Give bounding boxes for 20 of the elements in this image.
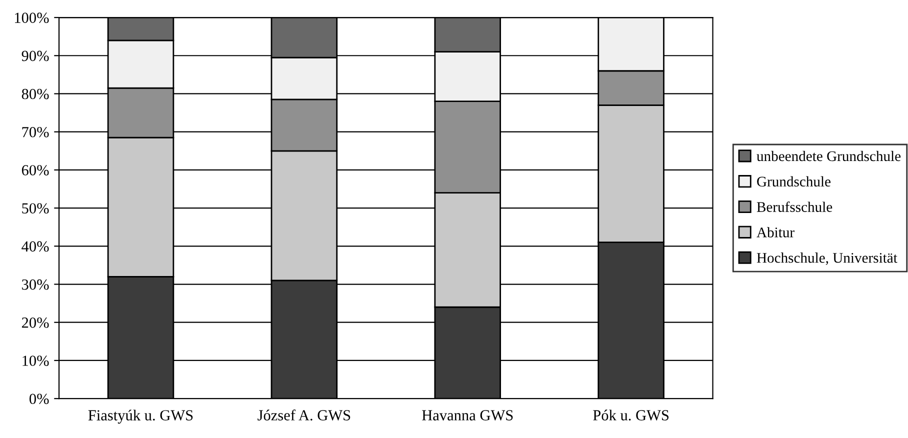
legend-label: Abitur xyxy=(756,227,794,238)
x-tick-label: József A. GWS xyxy=(258,410,350,421)
y-tick-label: 40% xyxy=(22,241,49,252)
y-tick-label: 60% xyxy=(22,165,49,176)
x-tick-label: Havanna GWS xyxy=(422,410,513,421)
x-tick-label: Pók u. GWS xyxy=(593,410,669,421)
y-tick-label: 50% xyxy=(22,203,49,214)
y-tick-label: 70% xyxy=(22,126,49,138)
legend-label: Grundschule xyxy=(757,176,830,187)
y-tick-label: 100% xyxy=(15,12,49,24)
legend-label: Berufsschule xyxy=(756,202,832,212)
x-tick-label: Fiastyúk u. GWS xyxy=(88,410,193,424)
legend-label: Hochschule, Universität xyxy=(756,252,898,265)
y-tick-label: 10% xyxy=(22,356,49,366)
y-tick-label: 90% xyxy=(22,50,49,62)
y-tick-label: 20% xyxy=(22,318,49,328)
y-tick-label: 80% xyxy=(22,88,49,100)
y-tick-label: 0% xyxy=(30,394,49,404)
legend-label: unbeendete Grundschule xyxy=(756,150,901,162)
y-tick-label: 30% xyxy=(22,279,49,290)
